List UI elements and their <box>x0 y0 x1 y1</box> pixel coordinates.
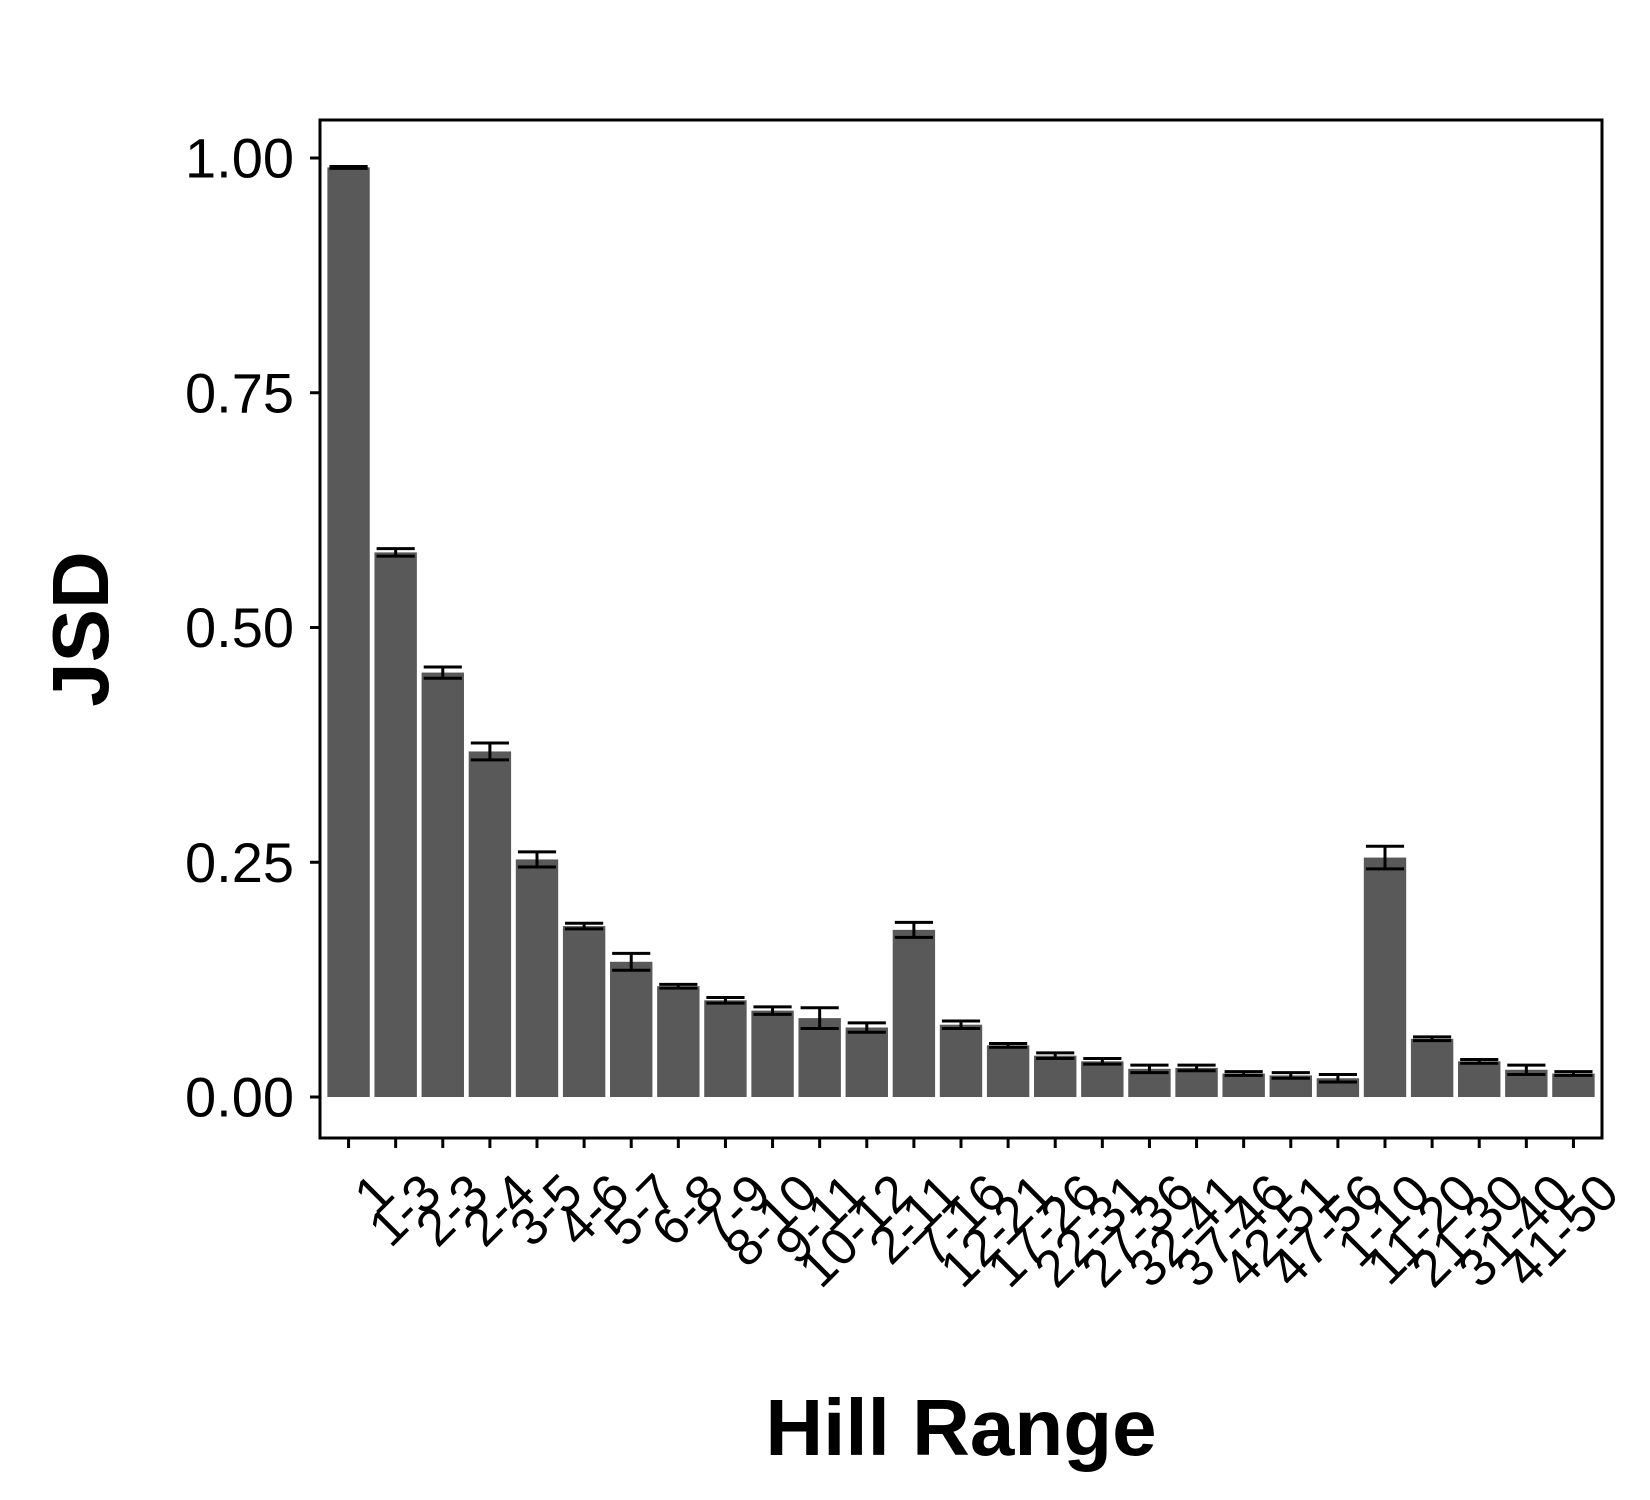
bar-7-16 <box>939 1024 983 1097</box>
errorbar-1-3 <box>376 547 415 558</box>
errorbar-47-56 <box>1318 1072 1357 1084</box>
errorbars-group <box>329 164 1593 1084</box>
y-tick-label: 0.25 <box>185 831 294 894</box>
errorbar-17-26 <box>1036 1051 1075 1061</box>
bar-10-12 <box>845 1027 888 1097</box>
errorbar-22-31 <box>1083 1057 1122 1066</box>
bar-2-3 <box>421 672 464 1097</box>
errorbar-2-3 <box>423 665 462 680</box>
errorbar-4-6 <box>565 921 604 931</box>
bar-5-7 <box>610 961 653 1097</box>
y-tick-label: 0.00 <box>185 1066 294 1129</box>
errorbar-1 <box>329 164 368 170</box>
errorbar-42-51 <box>1271 1071 1310 1080</box>
bar-8-10 <box>751 1010 794 1097</box>
bar-1-3 <box>374 552 417 1097</box>
errorbar-21-30 <box>1460 1057 1499 1065</box>
x-axis-title: Hill Range <box>765 1383 1156 1472</box>
bar-12-21 <box>986 1045 1030 1097</box>
errorbar-6-8 <box>659 982 698 990</box>
bar-2-4 <box>468 751 512 1097</box>
y-axis: 0.00 0.25 0.50 0.75 1.00 <box>185 127 320 1129</box>
errorbar-1-10 <box>1365 844 1405 871</box>
bar-22-31 <box>1081 1061 1124 1097</box>
bar-1 <box>327 167 370 1097</box>
errorbar-3-5 <box>517 850 557 869</box>
errorbar-5-7 <box>612 951 651 972</box>
errorbar-10-12 <box>847 1021 886 1034</box>
bar-37-46 <box>1222 1073 1265 1097</box>
bar-7-9 <box>704 1000 747 1097</box>
plot-panel <box>318 118 1604 1140</box>
bar-32-41 <box>1175 1067 1218 1097</box>
bar-42-51 <box>1269 1075 1312 1097</box>
errorbar-8-10 <box>753 1005 792 1016</box>
errorbar-11-20 <box>1413 1035 1452 1043</box>
y-tick-label: 0.75 <box>185 361 294 424</box>
bar-4-6 <box>562 926 606 1097</box>
errorbar-9-11 <box>800 1006 839 1030</box>
errorbar-31-40 <box>1507 1063 1546 1076</box>
bar-11-20 <box>1410 1038 1454 1097</box>
bar-2-11 <box>892 929 936 1097</box>
bar-6-8 <box>657 986 700 1097</box>
errorbar-7-9 <box>706 995 745 1005</box>
x-axis: 11-32-32-43-54-65-76-87-98-109-1110-122-… <box>344 1138 1630 1299</box>
bar-17-26 <box>1034 1055 1077 1097</box>
errorbar-12-21 <box>989 1041 1028 1049</box>
bar-9-11 <box>798 1018 841 1097</box>
errorbar-7-16 <box>941 1019 981 1030</box>
bar-21-30 <box>1458 1061 1501 1097</box>
errorbar-2-4 <box>470 741 509 762</box>
bar-3-5 <box>515 859 559 1097</box>
errorbar-27-36 <box>1130 1063 1169 1075</box>
y-tick-label: 0.50 <box>185 596 294 659</box>
bars-group <box>327 167 1595 1097</box>
errorbar-2-11 <box>894 920 933 939</box>
errorbar-41-50 <box>1554 1070 1593 1077</box>
bar-41-50 <box>1552 1073 1595 1097</box>
y-axis-title: JSD <box>36 551 125 707</box>
errorbar-37-46 <box>1224 1070 1263 1077</box>
y-tick-label: 1.00 <box>185 127 294 190</box>
errorbar-32-41 <box>1177 1063 1216 1073</box>
bar-1-10 <box>1363 857 1407 1097</box>
